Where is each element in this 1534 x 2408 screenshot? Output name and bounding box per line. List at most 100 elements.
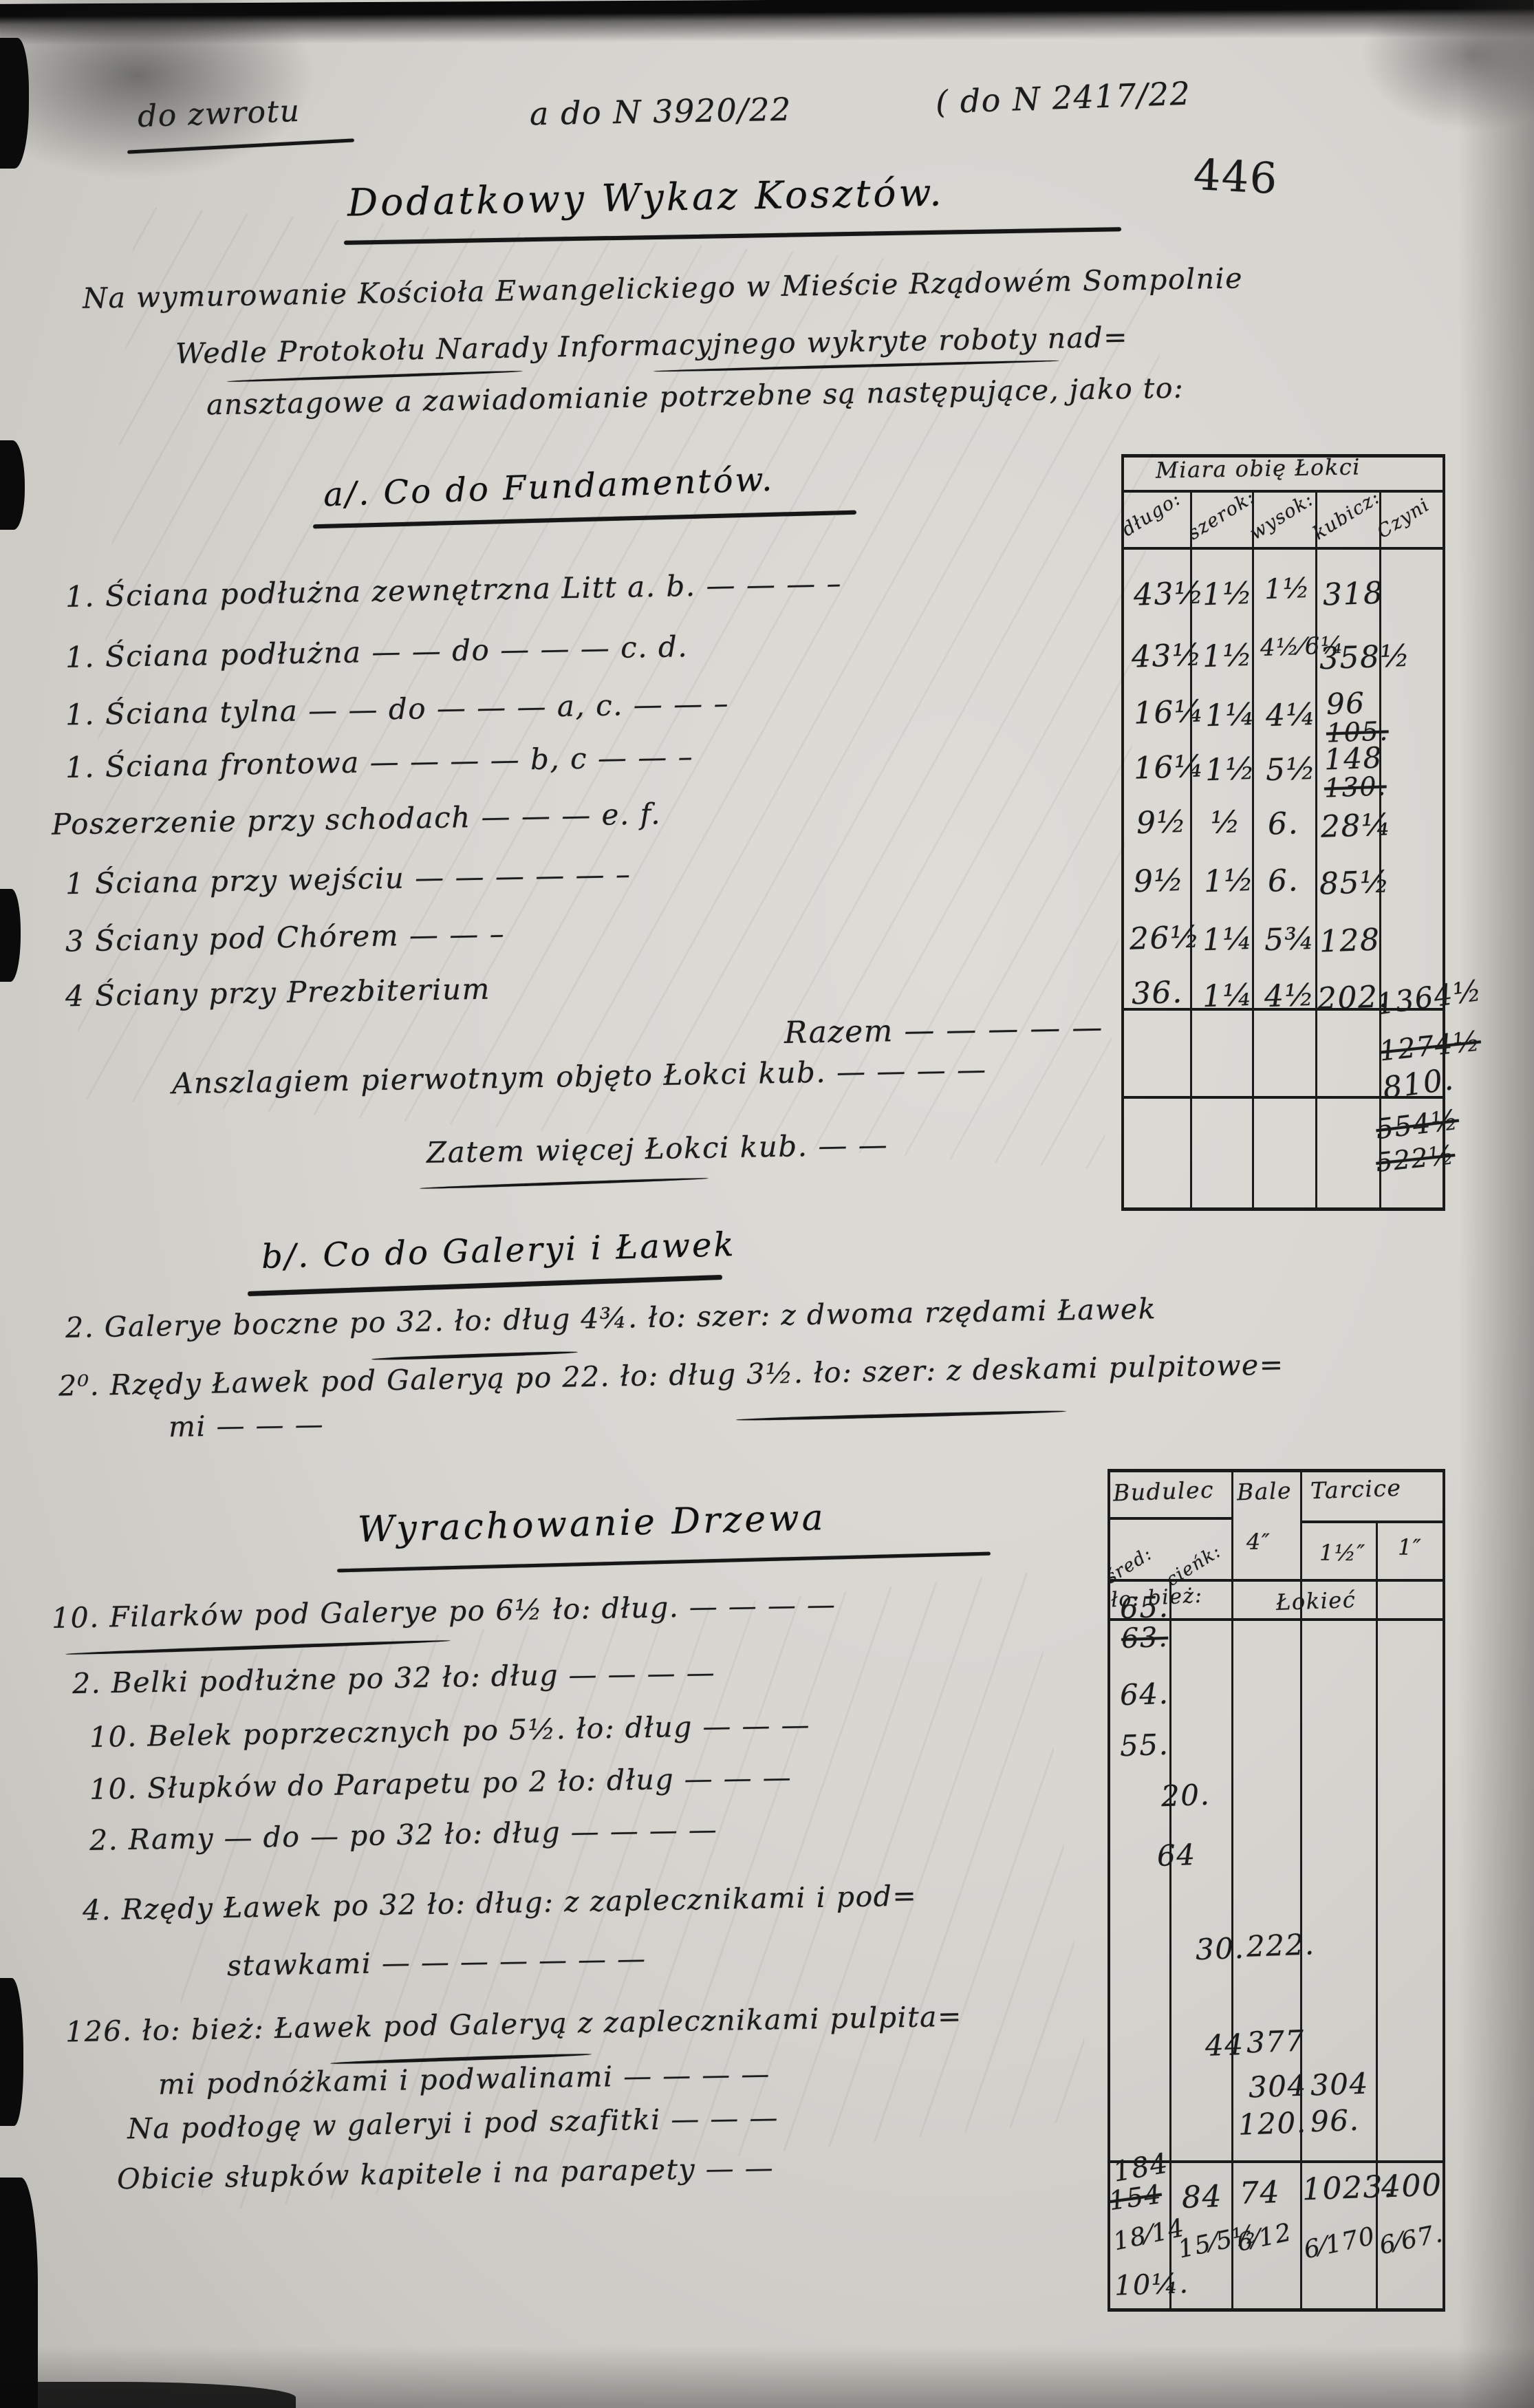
drzewo-item: 10. Filarków pod Galerye po 6½ ło: dług.… [51,1588,836,1635]
table-a-border-line [1315,490,1317,1211]
table-cell-value: 1½ [1264,572,1312,606]
bottom-left-ink-strip [0,2382,296,2408]
intro-flourish [653,359,1059,373]
table-c-border-line [1108,1618,1445,1621]
drzewo-value: 120. [1238,2105,1308,2142]
razem-crossed-value: 1274½ [1378,1025,1483,1068]
section-a-underline [313,510,856,529]
table-cell-value: 1½ [1202,575,1254,613]
section-b-item: 2. Galerye boczne po 32. ło: dług 4¾. ło… [65,1292,1157,1344]
table-row-label: 1. Ściana frontowa — — — — b, c — — – [65,740,694,784]
drzewo-value: 64 [1156,1838,1197,1873]
table-row-label: 1. Ściana tylna — — do — — — a, c. — — – [65,686,730,732]
table-c-subheader: 1″ [1398,1534,1423,1560]
table-cell-value: 26½ [1129,919,1201,957]
table-c-border-line [1376,1520,1378,2312]
intro-flourish [227,369,523,383]
section-c-heading: Wyrachowanie Drzewa [357,1497,827,1551]
section-a-heading: a/. Co do Fundamentów. [323,460,775,515]
drzewo-value: 304 [1248,2068,1308,2105]
drzewo-value: 377 [1246,2023,1306,2060]
table-c-border-line [1108,2160,1445,2163]
drzewo-item: 10. Belek poprzecznych po 5½. ło: dług —… [89,1708,811,1754]
razem-value: 1364½ [1374,973,1484,1022]
table-c-border-line [1231,1469,1233,2312]
table-cell-value: 9½ [1133,862,1185,900]
table-cell-value: 28¼ [1320,807,1392,845]
drzewo-value: 64. [1119,1676,1170,1712]
table-c-border-line [1108,1469,1445,1472]
table-c-border-line [1443,1469,1445,2312]
table-cell-value: 1½ [1202,637,1254,675]
table-c-header: Budulec [1112,1476,1215,1507]
table-cell-value: 1½ [1203,862,1255,900]
table-cell-value: ½ [1210,804,1242,841]
right-edge-shadow [1458,0,1534,2408]
table-row-label: 3 Ściany pod Chórem — — – [65,916,506,958]
drzewo-total: 84 [1181,2178,1223,2216]
table-a-col-header: kubicz: [1309,486,1385,544]
table-cell-value: 1¼ [1204,696,1257,734]
drzewo-total-crossed: 154 [1107,2178,1164,2217]
spine-ink-mark [0,2178,38,2408]
table-cell-value: 96 [1326,686,1366,721]
table-row-label: 1 Ściana przy wejściu — — — — — – [65,857,631,901]
top-edge-shadow [0,0,1534,45]
table-cell-value: 1¼ [1202,921,1254,958]
flourish-line [65,1639,451,1656]
table-c-header: Tarcice [1310,1474,1403,1505]
table-cell-value: 16¼ [1133,694,1205,731]
document-title: Dodatkowy Wykaz Kosztów. [347,170,945,225]
drzewo-total: 6⁄170 [1301,2222,1379,2265]
table-a-border-line [1121,1207,1445,1211]
table-cell-value: 16¼ [1133,749,1205,786]
table-c-border-line [1300,1469,1302,2312]
table-cell-value: 43½ [1133,575,1205,613]
table-cell-value: 5¾ [1264,921,1316,958]
table-cell-value: 36. [1131,974,1184,1012]
table-c-border-line [1108,1517,1231,1520]
table-a-border-line [1121,1008,1445,1011]
section-b-underline [248,1274,722,1297]
top-right-corner-smudge [1362,0,1534,131]
table-a-col-header: szerok: [1184,486,1260,544]
table-cell-value-crossed: 130. [1324,771,1387,804]
table-cell-value: 6. [1267,863,1299,899]
table-a-border-line [1252,490,1254,1211]
spine-ink-mark [0,440,25,530]
table-a-border-line [1121,454,1124,1211]
table-cell-value: 1½ [1204,751,1257,788]
table-a-col-header: wysok: [1246,488,1318,544]
spine-ink-mark [0,889,21,982]
table-row-label: Poszerzenie przy schodach — — — e. f. [51,797,662,841]
drzewo-value: 55. [1119,1727,1170,1763]
annotation-case-number-2: ( do N 2417/22 [935,74,1192,121]
table-a-border-line [1121,547,1445,550]
drzewo-value: 30. [1195,1931,1246,1967]
flourish-line [371,1350,578,1362]
drzewo-value: 222. [1246,1927,1316,1964]
drzewo-item-continuation: mi podnóżkami i podwalinami — — — — [158,2057,771,2101]
table-row-label: 1. Ściana podłużna — — do — — — c. d. [65,630,689,674]
spine-ink-mark [0,1978,23,2126]
flourish-line [736,1409,1066,1422]
drzewo-total: 10¼. [1114,2268,1190,2302]
table-c-subheader: 4″ [1246,1529,1271,1555]
table-c-unit-label: Łokieć [1275,1586,1357,1616]
table-a-col-header: długo: [1118,488,1185,541]
table-cell-value: 9½ [1136,804,1188,841]
table-c-border-line [1108,1469,1110,2312]
drzewo-item: Na podłogę w galeryi i pod szafitki — — … [127,2100,779,2146]
annotation-underline [127,138,354,154]
section-c-underline [337,1551,991,1573]
drzewo-item-continuation: stawkami — — — — — — — [226,1942,647,1983]
drzewo-item: 126. ło: bież: Ławek pod Galeryą z zaple… [65,1999,963,2049]
table-cell-value: 6. [1267,806,1299,842]
drzewo-value-crossed: 63. [1121,1621,1169,1655]
drzewo-value: 304 [1310,2066,1370,2103]
table-a-border-line [1121,454,1445,458]
razem-label: Razem — — — — — [784,1009,1104,1051]
annotation-case-number: a do N 3920/22 [529,90,792,133]
drzewo-value: 96. [1310,2103,1361,2139]
